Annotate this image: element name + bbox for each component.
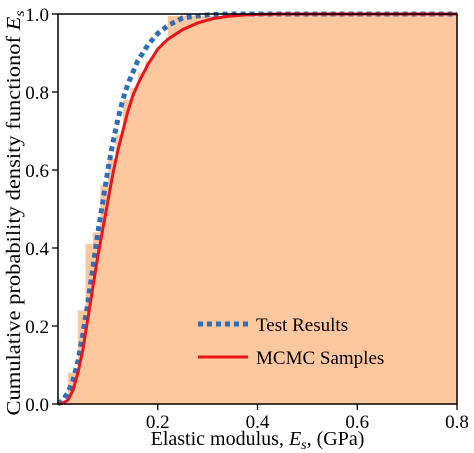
y-axis-label-var: E (3, 17, 25, 32)
y-axis-label: Cumulative probability density functiono… (3, 10, 28, 416)
x-axis-label-sub: s (301, 438, 307, 453)
legend-label-mcmc-samples: MCMC Samples (256, 348, 384, 369)
x-axis-label-text: Elastic modulus, (151, 428, 289, 450)
axis-ticks: 0.2 0.4 0.6 0.8 0.0 0.2 0.4 0.6 0.8 1.0 (25, 5, 469, 433)
series-line-mcmc-samples (57, 12, 457, 406)
x-tick-label: 0.2 (146, 412, 170, 433)
x-tick-label: 0.4 (246, 412, 270, 433)
legend-label-test-results: Test Results (256, 315, 348, 336)
series-lines (56, 11, 457, 406)
y-tick-label: 0.0 (25, 395, 49, 416)
x-axis-label-unit: , (GPa) (307, 428, 365, 450)
series-line-test-results (56, 11, 457, 406)
y-tick-label: 0.2 (25, 317, 49, 338)
y-tick-label: 0.6 (25, 161, 49, 182)
y-axis-label-sub: s (13, 10, 28, 17)
legend: Test Results MCMC Samples (198, 315, 384, 369)
y-tick-label: 0.8 (25, 83, 49, 104)
x-tick-label: 0.6 (345, 412, 369, 433)
cdf-fill (58, 14, 457, 404)
x-axis-label-var: E (288, 428, 301, 450)
cdf-area (58, 14, 457, 404)
y-tick-label: 1.0 (25, 5, 49, 26)
x-axis-label: Elastic modulus, Es, (GPa) (151, 428, 365, 453)
x-tick-label: 0.8 (445, 412, 469, 433)
y-axis-label-text: Cumulative probability density functiono… (3, 30, 25, 415)
y-tick-label: 0.4 (25, 239, 49, 260)
